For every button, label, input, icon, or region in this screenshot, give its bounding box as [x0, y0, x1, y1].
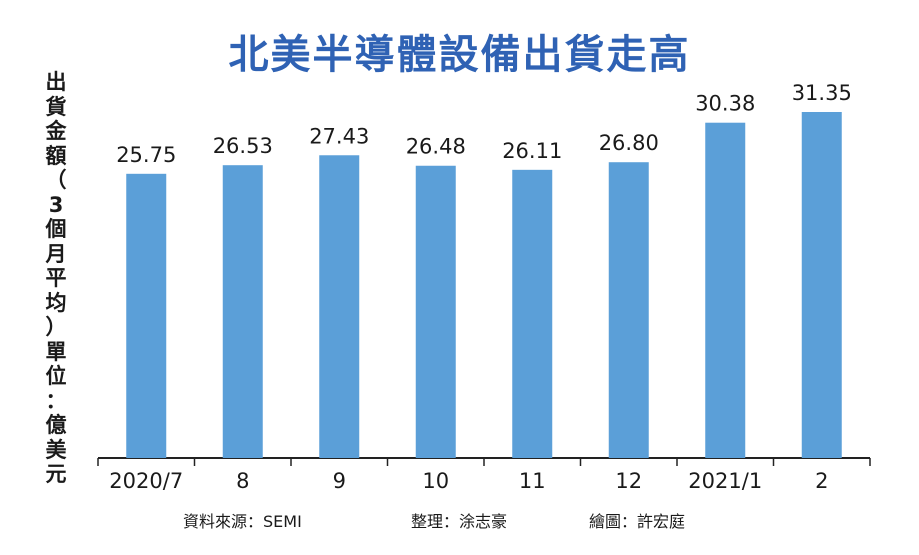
- bar: [319, 155, 360, 458]
- editor-note: 整理：涂志豪: [411, 512, 508, 531]
- y-axis-label-char: 貨: [45, 94, 67, 119]
- illustrator-note: 繪圖：許宏庭: [589, 512, 686, 531]
- bar-value-label: 26.53: [213, 134, 273, 158]
- y-axis-label-char: 3: [48, 192, 64, 217]
- y-axis-label-char: 位: [45, 364, 67, 388]
- source-note: 資料來源：SEMI: [183, 512, 302, 531]
- chart-title: 北美半導體設備出貨走高: [228, 32, 691, 78]
- y-axis-label: 出貨金額（3 個月平均）單位：億美元: [38, 70, 74, 487]
- bar: [512, 169, 553, 458]
- y-axis-label-char: 單: [45, 339, 67, 364]
- bar: [222, 165, 263, 458]
- y-axis-label-char: 元: [45, 462, 67, 486]
- y-axis-label-char: 個: [45, 217, 67, 241]
- bar-value-label: 25.75: [116, 143, 176, 167]
- bar-value-label: 26.48: [406, 135, 466, 159]
- y-axis-label-char: （: [45, 168, 67, 192]
- y-axis-label-char: 出: [45, 70, 67, 94]
- y-axis-label-char: 億: [45, 413, 67, 437]
- x-tick-label: 12: [615, 469, 642, 493]
- bar-value-label: 26.11: [502, 139, 562, 163]
- bar-value-label: 30.38: [695, 92, 755, 116]
- bar-value-label: 27.43: [309, 124, 369, 148]
- y-axis-label-char: 平: [45, 266, 67, 290]
- x-tick-label: 2: [815, 469, 828, 493]
- bar-value-label: 31.35: [792, 81, 852, 105]
- x-tick-label: 11: [519, 469, 546, 493]
- bar-value-label: 26.80: [599, 131, 659, 155]
- x-tick-label: 2021/1: [688, 469, 762, 493]
- y-axis-label-char: ：: [45, 388, 67, 413]
- y-axis-label-char: ）: [45, 315, 67, 339]
- y-axis-label-char: 均: [45, 290, 67, 315]
- y-axis-label-char: 額: [45, 143, 67, 168]
- y-axis-label-char: 美: [45, 437, 67, 462]
- bar: [415, 165, 456, 458]
- bar: [705, 122, 746, 459]
- bar: [608, 162, 649, 458]
- x-tick-label: 2020/7: [109, 469, 183, 493]
- x-tick-label: 9: [333, 469, 346, 493]
- y-axis-label-char: 金: [45, 119, 67, 143]
- bar: [801, 112, 842, 458]
- bar: [126, 173, 167, 458]
- x-tick-label: 10: [422, 469, 449, 493]
- x-tick-label: 8: [236, 469, 249, 493]
- y-axis-label-char: 月: [45, 241, 67, 266]
